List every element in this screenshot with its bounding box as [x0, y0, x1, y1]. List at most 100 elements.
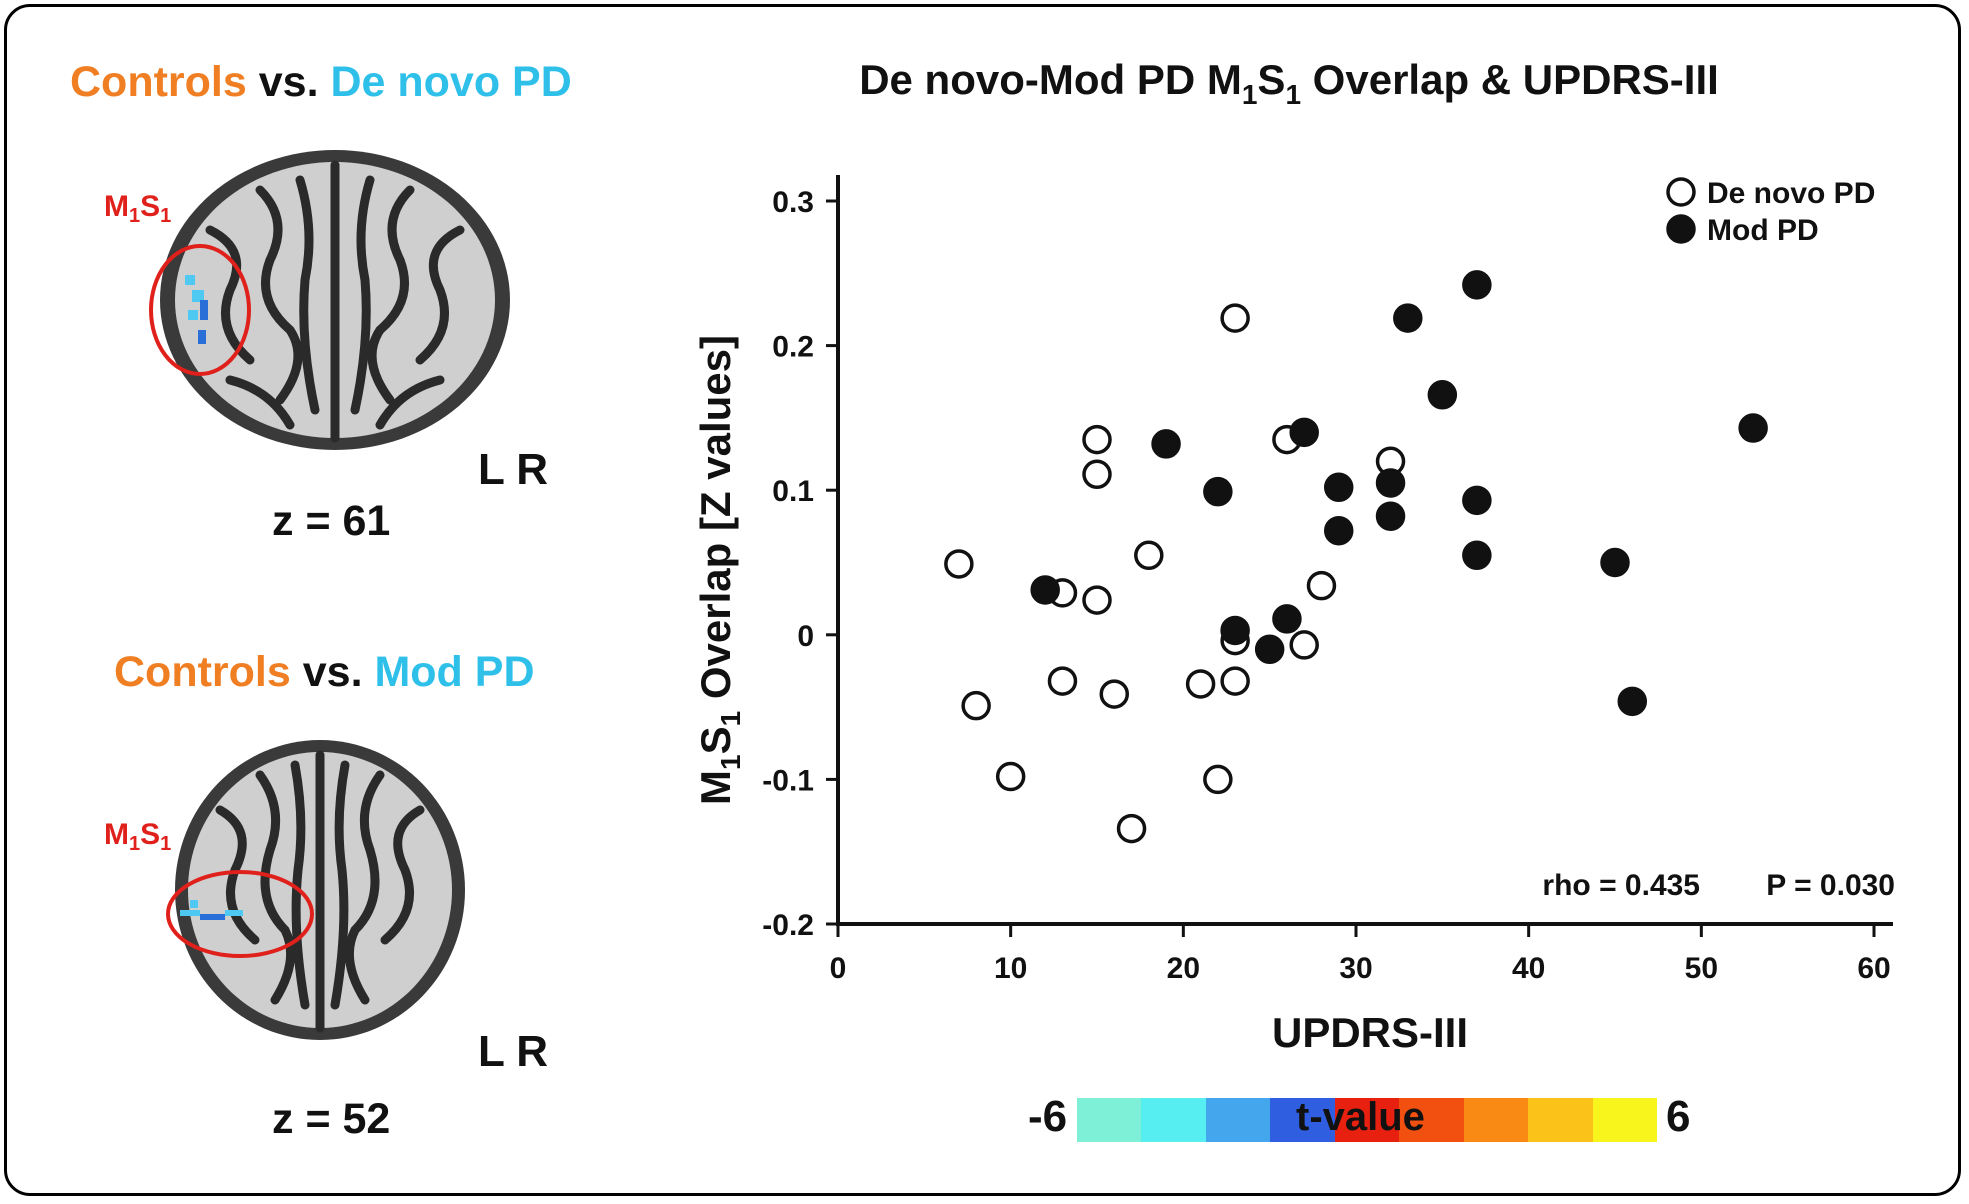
data-point-mod-pd — [1462, 540, 1492, 571]
data-point-de-novo-pd — [1289, 630, 1319, 660]
bottom-label-group: Mod PD — [374, 648, 535, 696]
colorbar-swatch — [1141, 1098, 1206, 1142]
x-tick-label: 30 — [1339, 952, 1372, 985]
data-point-de-novo-pd — [1116, 813, 1147, 844]
data-point-mod-pd — [1220, 615, 1250, 646]
data-point-mod-pd — [1738, 413, 1768, 443]
chart-title-part: 1 — [1285, 79, 1301, 110]
data-point-mod-pd — [1323, 472, 1354, 503]
x-tick-label: 20 — [1167, 952, 1200, 985]
region-label-top: M1S1 — [104, 190, 171, 228]
bottom-panel-title: Controls vs. Mod PD — [114, 648, 535, 697]
data-point-de-novo-pd — [1047, 666, 1078, 696]
x-tick-label: 10 — [994, 952, 1027, 985]
colorbar-swatch — [1077, 1098, 1142, 1142]
legend-label: De novo PD — [1707, 177, 1875, 210]
data-point-de-novo-pd — [1185, 669, 1216, 699]
y-axis-label-part: M — [692, 770, 739, 805]
data-point-mod-pd — [1254, 634, 1285, 665]
region-top-s: S — [140, 190, 161, 223]
region-top-sub1: 1 — [129, 205, 141, 227]
chart-title-part: Overlap & UPDRS-III — [1301, 56, 1719, 103]
top-label-vs: vs. — [258, 58, 319, 106]
brain-slice-top — [160, 150, 510, 450]
brain-slice-bottom — [175, 740, 465, 1040]
region-bottom-m: M — [104, 818, 129, 851]
region-top-sub2: 1 — [160, 205, 172, 227]
data-point-mod-pd — [1427, 380, 1458, 410]
y-axis-label-part: 1 — [715, 754, 746, 770]
data-point-de-novo-pd — [995, 761, 1026, 792]
data-point-mod-pd — [1030, 575, 1060, 605]
y-axis-label-part: S — [692, 726, 739, 754]
data-point-de-novo-pd — [1134, 540, 1164, 571]
x-tick-label: 40 — [1512, 952, 1545, 985]
y-tick-label: 0 — [797, 620, 814, 653]
x-axis-label: UPDRS-III — [1272, 1009, 1468, 1056]
colorbar-swatch — [1270, 1098, 1335, 1142]
data-point-mod-pd — [1151, 429, 1181, 459]
region-bottom-sub1: 1 — [129, 833, 141, 855]
roi-circle-bottom — [166, 870, 314, 958]
colorbar-title: t-value — [1296, 1095, 1425, 1139]
x-tick-label: 0 — [830, 952, 847, 985]
y-axis-label: M1S1 Overlap [Z values] — [692, 335, 746, 805]
data-point-de-novo-pd — [1082, 459, 1112, 490]
top-label-group: De novo PD — [330, 58, 572, 106]
chart-title: De novo-Mod PD M1S1 Overlap & UPDRS-III — [859, 56, 1719, 110]
chart-title-part: 1 — [1242, 79, 1258, 110]
top-label-controls: Controls — [70, 58, 247, 106]
colorbar-swatch — [1463, 1098, 1529, 1142]
chart-title-part: De novo-Mod PD M — [859, 56, 1242, 103]
legend-marker — [1666, 177, 1696, 207]
colorbar-strip — [1077, 1098, 1657, 1142]
data-point-mod-pd — [1375, 468, 1406, 498]
data-point-mod-pd — [1462, 270, 1492, 300]
data-point-mod-pd — [1393, 303, 1423, 333]
bottom-label-controls: Controls — [114, 648, 291, 696]
y-tick-label: 0.1 — [772, 475, 814, 508]
colorbar-min-label: -6 — [1028, 1092, 1068, 1141]
y-tick-label: -0.1 — [762, 764, 814, 797]
data-point-de-novo-pd — [1306, 570, 1337, 601]
y-axis-label-part: Overlap [Z values] — [692, 335, 739, 711]
region-bottom-sub2: 1 — [160, 833, 172, 855]
data-point-mod-pd — [1272, 604, 1302, 634]
y-axis-label-part: 1 — [715, 711, 746, 727]
data-point-de-novo-pd — [1203, 764, 1233, 795]
data-point-mod-pd — [1462, 485, 1492, 516]
legend-label: Mod PD — [1707, 214, 1819, 247]
x-tick-label: 50 — [1685, 952, 1718, 985]
top-panel-title: Controls vs. De novo PD — [70, 58, 572, 107]
data-point-de-novo-pd — [1082, 424, 1112, 455]
orientation-top: L R — [478, 445, 549, 494]
colorbar-swatch — [1334, 1098, 1400, 1142]
y-tick-label: 0.3 — [772, 186, 814, 219]
data-point-mod-pd — [1600, 547, 1630, 578]
slice-label-top: z = 61 — [272, 497, 391, 545]
bottom-label-vs: vs. — [302, 648, 363, 696]
orientation-bottom: L R — [478, 1027, 549, 1076]
colorbar-swatch — [1205, 1098, 1271, 1142]
colorbar-max-label: 6 — [1666, 1092, 1691, 1141]
legend-marker — [1666, 214, 1696, 244]
region-bottom-s: S — [140, 818, 161, 851]
chart-title-part: S — [1257, 56, 1285, 103]
data-point-de-novo-pd — [961, 690, 991, 721]
colorbar-swatch — [1399, 1098, 1464, 1142]
data-point-mod-pd — [1323, 515, 1354, 546]
data-point-de-novo-pd — [944, 549, 974, 579]
data-point-mod-pd — [1617, 686, 1648, 717]
slice-label-bottom: z = 52 — [272, 1095, 391, 1143]
data-point-de-novo-pd — [1220, 666, 1250, 696]
x-tick-label: 60 — [1857, 952, 1890, 985]
colorbar-swatch — [1528, 1098, 1593, 1142]
data-point-mod-pd — [1203, 476, 1233, 507]
data-point-de-novo-pd — [1099, 679, 1130, 709]
data-point-mod-pd — [1375, 501, 1406, 531]
roi-circle-top — [149, 244, 251, 376]
colorbar-swatch — [1592, 1098, 1657, 1142]
y-tick-label: 0.2 — [772, 331, 814, 364]
rho-annotation: rho = 0.435 — [1542, 869, 1700, 902]
data-point-de-novo-pd — [1220, 303, 1250, 333]
